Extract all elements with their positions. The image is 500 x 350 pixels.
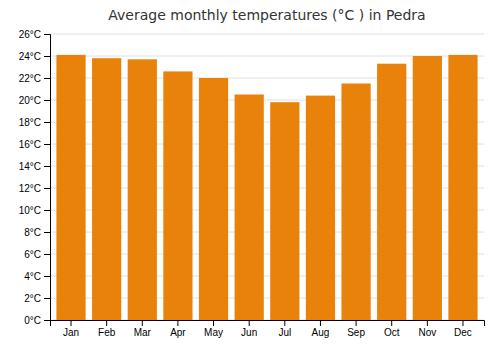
chart: Jan Feb Mar Apr May Jun Jul Aug Sep Oct Nov Dec 0°C 2… (0, 0, 500, 350)
x-tick-label: May (204, 327, 223, 338)
x-tick-mark (177, 320, 178, 326)
bar (448, 55, 477, 320)
x-tick-label: Feb (98, 327, 116, 338)
y-tick-mark (44, 298, 50, 299)
y-tick: 8°C (24, 227, 50, 238)
x-axis-line (51, 321, 485, 327)
x-tick: Sep (347, 320, 365, 338)
y-tick-label: 6°C (24, 249, 41, 260)
bar (199, 78, 228, 320)
x-tick-label: Oct (384, 327, 400, 338)
y-tick-label: 22°C (19, 73, 41, 84)
x-tick-label: Aug (312, 327, 330, 338)
y-tick-mark (44, 232, 50, 233)
y-tick-label: 8°C (24, 227, 41, 238)
x-tick: Oct (384, 320, 400, 338)
y-tick-label: 26°C (19, 29, 41, 40)
y-tick: 10°C (19, 205, 50, 216)
y-tick-mark (44, 320, 50, 321)
y-tick-label: 20°C (19, 95, 41, 106)
y-tick-label: 24°C (19, 51, 41, 62)
y-tick-label: 18°C (19, 117, 41, 128)
y-tick-label: 12°C (19, 183, 41, 194)
x-tick-mark (142, 320, 143, 326)
x-tick-label: Nov (418, 327, 436, 338)
x-tick-mark (106, 320, 107, 326)
y-tick: 6°C (24, 249, 50, 260)
bar (270, 102, 299, 320)
x-tick: Feb (98, 320, 116, 338)
y-tick-mark (44, 144, 50, 145)
bar (235, 95, 264, 321)
bar (306, 96, 335, 320)
bars (56, 55, 477, 320)
y-tick-mark (44, 34, 50, 35)
x-tick: May (204, 320, 223, 338)
y-tick: 4°C (24, 271, 50, 282)
y-tick-mark (44, 276, 50, 277)
x-tick-mark (356, 320, 357, 326)
bar (163, 71, 192, 320)
x-tick: Jan (63, 320, 79, 338)
y-tick: 24°C (19, 51, 50, 62)
y-tick-label: 14°C (19, 161, 41, 172)
y-tick-mark (44, 100, 50, 101)
x-tick: Dec (454, 320, 472, 338)
x-tick: Nov (418, 320, 436, 338)
y-tick: 2°C (24, 293, 50, 304)
y-tick: 14°C (19, 161, 50, 172)
y-tick: 12°C (19, 183, 50, 194)
y-tick-mark (44, 56, 50, 57)
x-axis: Jan Feb Mar Apr May Jun Jul Aug Sep Oct Nov Dec (51, 320, 485, 338)
bar (128, 59, 157, 320)
y-tick-mark (44, 188, 50, 189)
grid-line (50, 34, 484, 35)
y-tick: 16°C (19, 139, 50, 150)
x-tick-mark (284, 320, 285, 326)
x-tick-mark (427, 320, 428, 326)
y-axis-line (44, 35, 51, 321)
grid (50, 34, 484, 320)
y-tick-label: 0°C (24, 315, 41, 326)
x-tick-mark (391, 320, 392, 326)
x-tick-label: Apr (170, 327, 186, 338)
y-tick-mark (44, 122, 50, 123)
x-tick-mark (462, 320, 463, 326)
x-tick-mark (71, 320, 72, 326)
y-tick: 26°C (19, 29, 50, 40)
bar (377, 64, 406, 320)
x-tick-label: Mar (134, 327, 152, 338)
y-tick: 20°C (19, 95, 50, 106)
x-tick-label: Jul (278, 327, 291, 338)
y-tick-label: 4°C (24, 271, 41, 282)
x-tick: Jul (278, 320, 291, 338)
y-tick-mark (44, 78, 50, 79)
y-tick: 22°C (19, 73, 50, 84)
y-tick-label: 16°C (19, 139, 41, 150)
y-tick-label: 2°C (24, 293, 41, 304)
x-tick-label: Jan (63, 327, 79, 338)
x-tick: Mar (134, 320, 152, 338)
y-tick: 0°C (24, 315, 50, 326)
y-tick-mark (44, 166, 50, 167)
x-tick-mark (213, 320, 214, 326)
y-tick-mark (44, 210, 50, 211)
x-tick-mark (249, 320, 250, 326)
bar (56, 55, 85, 320)
y-tick-label: 10°C (19, 205, 41, 216)
y-tick: 18°C (19, 117, 50, 128)
x-tick-label: Dec (454, 327, 472, 338)
bar (92, 58, 121, 320)
x-tick-mark (320, 320, 321, 326)
x-tick-label: Sep (347, 327, 365, 338)
y-axis: 0°C 2°C 4°C 6°C 8°C 10°C 12°C 14°C 16°C 18°C 20°C 2… (19, 29, 51, 326)
y-tick-mark (44, 254, 50, 255)
bar (413, 56, 442, 320)
x-tick: Apr (170, 320, 186, 338)
bar (341, 84, 370, 321)
title: Average monthly temperatures (°C ) in Pe… (108, 7, 425, 23)
x-tick: Jun (241, 320, 257, 338)
x-tick: Aug (312, 320, 330, 338)
x-tick-label: Jun (241, 327, 257, 338)
